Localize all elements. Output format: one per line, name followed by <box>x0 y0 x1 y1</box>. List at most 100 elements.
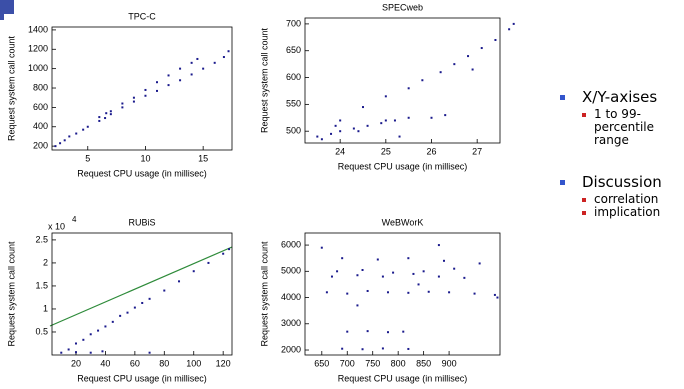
point <box>381 347 384 350</box>
point <box>407 291 410 294</box>
point <box>407 116 410 119</box>
y-tick-label: 4000 <box>281 292 301 302</box>
point <box>104 325 107 328</box>
chart-title: RUBiS <box>128 217 155 227</box>
chart-title: SPECweb <box>382 2 423 12</box>
point <box>202 67 205 70</box>
point <box>421 79 424 82</box>
point <box>104 117 107 120</box>
x-tick-label: 750 <box>365 358 380 368</box>
y-tick-label: 800 <box>33 82 48 92</box>
point <box>213 61 216 64</box>
point <box>437 244 440 247</box>
point <box>111 320 114 323</box>
bullet: Discussion <box>560 173 684 191</box>
plot-frame <box>304 232 501 356</box>
point <box>207 261 210 264</box>
point <box>478 262 481 265</box>
point <box>366 124 369 127</box>
point <box>496 296 499 299</box>
y-tick-label: 5000 <box>281 266 301 276</box>
point <box>89 333 92 336</box>
point <box>167 84 170 87</box>
point <box>320 138 323 141</box>
y-tick-label: 2000 <box>281 344 301 354</box>
point <box>384 95 387 98</box>
point <box>228 248 231 251</box>
point <box>126 311 129 314</box>
point <box>480 47 483 50</box>
point <box>68 135 71 138</box>
x-tick-label: 650 <box>314 358 329 368</box>
x-tick-label: 20 <box>71 358 81 368</box>
point <box>325 291 328 294</box>
point <box>97 329 100 332</box>
point <box>366 289 369 292</box>
y-tick-label: 1200 <box>28 44 48 54</box>
x-axis-label: Request CPU usage (in millisec) <box>338 373 468 383</box>
point <box>339 119 342 122</box>
point <box>98 119 101 122</box>
point <box>144 94 147 97</box>
point <box>361 268 364 271</box>
x-tick-label: 26 <box>426 146 436 156</box>
point <box>352 127 355 130</box>
point <box>398 135 401 138</box>
point <box>437 275 440 278</box>
point <box>361 106 364 109</box>
point <box>467 55 470 58</box>
point <box>330 275 333 278</box>
y-tick-label: 2 <box>43 257 48 267</box>
point <box>86 125 89 128</box>
point <box>141 301 144 304</box>
point <box>192 270 195 273</box>
point <box>98 116 101 119</box>
y-tick-label: 400 <box>33 121 48 131</box>
point <box>417 283 420 286</box>
point <box>167 74 170 77</box>
y-tick-label: 1.5 <box>35 280 48 290</box>
point <box>473 292 476 295</box>
point <box>121 106 124 109</box>
bullet-group: X/Y-axises 1 to 99-percentile range <box>560 88 684 147</box>
point <box>89 351 92 354</box>
point <box>132 96 135 99</box>
point <box>439 71 442 74</box>
point <box>357 130 360 133</box>
y-tick-label: 700 <box>286 18 301 28</box>
y-axis-label: Request system call count <box>259 241 269 347</box>
point <box>222 252 225 255</box>
point <box>67 348 70 351</box>
point <box>380 122 383 125</box>
x-tick-label: 15 <box>198 153 208 163</box>
x-tick-label: 700 <box>340 358 355 368</box>
y-axis-label: Request system call count <box>6 35 16 141</box>
y-tick-label: 550 <box>286 99 301 109</box>
bullet-group: Discussion correlation implication <box>560 173 684 219</box>
point <box>74 351 77 354</box>
point <box>448 291 451 294</box>
point <box>346 330 349 333</box>
point <box>133 306 136 309</box>
point <box>427 290 430 293</box>
point <box>75 132 78 135</box>
y-tick-label: 200 <box>33 141 48 151</box>
point <box>74 342 77 345</box>
chart-title: TPC-C <box>128 11 156 21</box>
point <box>384 119 387 122</box>
point <box>222 56 225 59</box>
point <box>430 116 433 119</box>
x-tick-label: 100 <box>186 358 201 368</box>
chart-title: WeBWorK <box>382 217 424 227</box>
point <box>101 350 104 353</box>
y-tick-label: 1 <box>43 303 48 313</box>
point <box>54 145 57 148</box>
point <box>109 113 112 116</box>
x-axis-label: Request CPU usage (in millisec) <box>77 373 207 383</box>
y-tick-label: 0.5 <box>35 326 48 336</box>
point <box>148 351 151 354</box>
x-tick-label: 850 <box>416 358 431 368</box>
point <box>407 87 410 90</box>
